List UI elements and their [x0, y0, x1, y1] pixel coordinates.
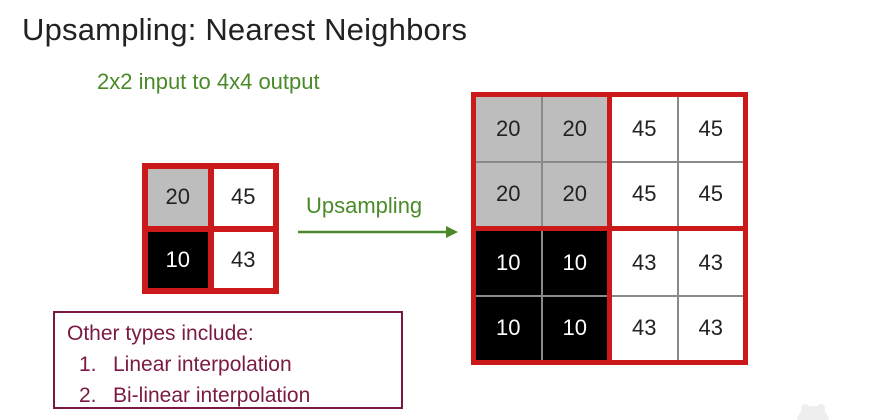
note-item-label: Bi-linear interpolation — [113, 384, 311, 407]
input-cell-2: 10 — [148, 231, 208, 288]
note-item-2: 2. Bi-linear interpolation — [67, 380, 389, 411]
output-cell: 10 — [476, 296, 541, 360]
watermark-logo-icon — [797, 404, 829, 420]
output-cell: 20 — [476, 162, 541, 226]
right-arrow-icon — [298, 226, 458, 238]
output-cell: 20 — [542, 162, 607, 226]
note-item-1: 1. Linear interpolation — [67, 349, 389, 380]
output-cell: 45 — [678, 162, 743, 226]
note-item-number: 2. — [79, 384, 97, 407]
note-item-number: 1. — [79, 353, 97, 376]
output-cell: 45 — [612, 162, 677, 226]
input-cell-0: 20 — [148, 169, 208, 226]
output-cell: 43 — [612, 296, 677, 360]
note-item-label: Linear interpolation — [113, 353, 292, 376]
output-cell: 43 — [678, 231, 743, 295]
input-cell-1: 45 — [213, 169, 273, 226]
output-cell: 43 — [612, 231, 677, 295]
page-title: Upsampling: Nearest Neighbors — [22, 12, 468, 47]
input-cell-3: 43 — [213, 231, 273, 288]
output-cell: 20 — [542, 97, 607, 161]
note-heading: Other types include: — [67, 322, 254, 345]
input-grid: 20 45 10 43 — [142, 163, 279, 294]
output-cell: 10 — [542, 296, 607, 360]
output-cell: 20 — [476, 97, 541, 161]
output-quadrant-top-left: 20 20 20 20 — [476, 97, 607, 226]
output-cell: 45 — [678, 97, 743, 161]
output-quadrant-top-right: 45 45 45 45 — [612, 97, 743, 226]
subtitle: 2x2 input to 4x4 output — [97, 69, 320, 94]
output-grid: 20 20 20 20 45 45 45 45 10 10 10 10 43 4… — [471, 92, 748, 365]
output-quadrant-bottom-left: 10 10 10 10 — [476, 231, 607, 360]
output-cell: 10 — [542, 231, 607, 295]
output-cell: 45 — [612, 97, 677, 161]
output-cell: 10 — [476, 231, 541, 295]
output-cell: 43 — [678, 296, 743, 360]
other-types-note: Other types include: 1. Linear interpolat… — [53, 311, 403, 409]
output-quadrant-bottom-right: 43 43 43 43 — [612, 231, 743, 360]
arrow-label: Upsampling — [306, 193, 423, 218]
